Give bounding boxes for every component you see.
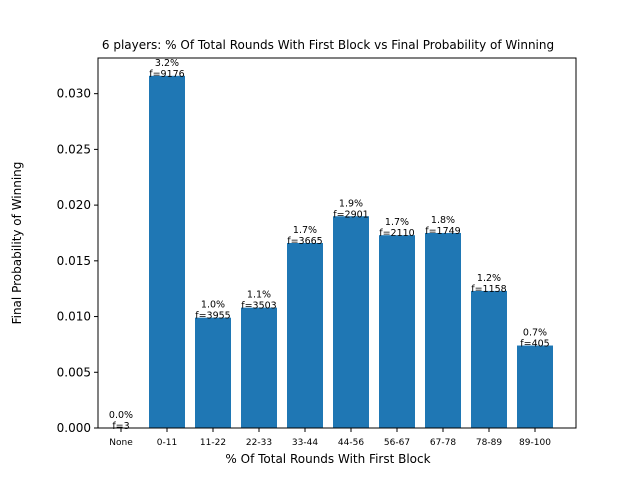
- bar-pct-label: 0.0%: [109, 410, 133, 421]
- bar-pct-label: 1.8%: [431, 215, 455, 226]
- x-tick-label: 44-56: [338, 438, 364, 448]
- x-axis-label: % Of Total Rounds With First Block: [225, 452, 430, 466]
- y-tick-label: 0.025: [57, 142, 91, 156]
- bar-0-11: [149, 75, 185, 428]
- bar-freq-label: f=405: [520, 339, 549, 350]
- bar-33-44: [287, 243, 323, 428]
- bar-44-56: [333, 216, 369, 428]
- bars-group: [149, 75, 553, 428]
- y-tick-label: 0.020: [57, 198, 91, 212]
- x-tick-label: 67-78: [430, 438, 456, 448]
- bar-pct-label: 3.2%: [155, 58, 179, 69]
- bar-78-89: [471, 290, 507, 428]
- x-tick-label: 89-100: [519, 438, 551, 448]
- y-tick-label: 0.000: [57, 421, 91, 435]
- bar-22-33: [241, 307, 277, 428]
- y-axis-label: Final Probability of Winning: [10, 162, 24, 325]
- y-tick-label: 0.015: [57, 254, 91, 268]
- ticks-group: None 0-11 11-22 22-33 33-44 44-56 56-67 67-78 78…: [57, 87, 552, 448]
- bar-freq-label: f=3955: [195, 311, 230, 322]
- y-tick-label: 0.030: [57, 87, 91, 101]
- bar-pct-label: 1.7%: [293, 225, 317, 236]
- bar-pct-label: 1.9%: [339, 198, 363, 209]
- bar-pct-label: 1.0%: [201, 300, 225, 311]
- x-tick-label: 11-22: [200, 438, 226, 448]
- x-tick-label: None: [109, 438, 133, 448]
- bar-freq-label: f=1158: [471, 284, 506, 295]
- bar-67-78: [425, 232, 461, 428]
- bar-freq-label: f=1749: [425, 226, 460, 237]
- bar-56-67: [379, 235, 415, 428]
- y-tick-label: 0.005: [57, 365, 91, 379]
- bar-freq-label: f=2901: [333, 209, 368, 220]
- bar-89-100: [517, 345, 553, 428]
- bar-freq-label: f=3503: [241, 301, 276, 312]
- bar-11-22: [195, 317, 231, 428]
- plot-frame: [97, 57, 577, 429]
- bar-freq-label: f=9176: [149, 69, 184, 80]
- bar-freq-label: f=3665: [287, 236, 322, 247]
- x-tick-label: 56-67: [384, 438, 410, 448]
- bar-pct-label: 1.1%: [247, 290, 271, 301]
- x-tick-label: 33-44: [292, 438, 318, 448]
- bar-pct-label: 1.7%: [385, 217, 409, 228]
- bar-pct-label: 1.2%: [477, 273, 501, 284]
- bar-labels-group: 0.0%f=3 3.2%f=9176 1.0%f=3955 1.1%f=3503 1.7…: [109, 58, 550, 432]
- x-tick-label: 22-33: [246, 438, 272, 448]
- bar-freq-label: f=2110: [379, 228, 414, 239]
- y-tick-label: 0.010: [57, 310, 91, 324]
- chart-title: 6 players: % Of Total Rounds With First …: [102, 38, 554, 52]
- bar-pct-label: 0.7%: [523, 328, 547, 339]
- x-tick-label: 0-11: [157, 438, 177, 448]
- bar-freq-label: f=3: [112, 421, 129, 432]
- x-tick-label: 78-89: [476, 438, 502, 448]
